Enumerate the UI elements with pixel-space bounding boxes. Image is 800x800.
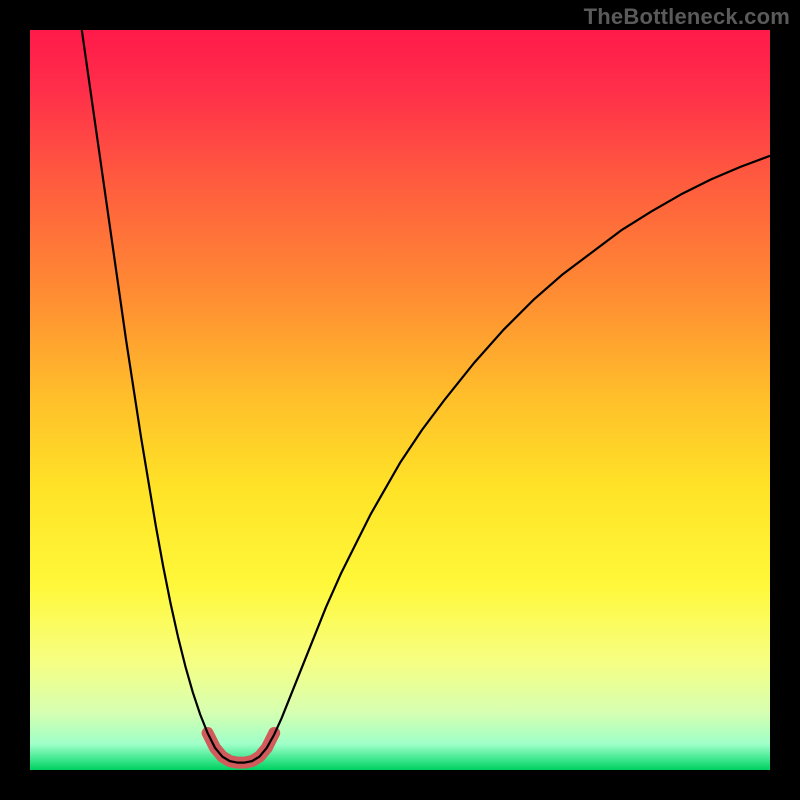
chart-frame: TheBottleneck.com (0, 0, 800, 800)
watermark-text: TheBottleneck.com (584, 4, 790, 30)
plot-svg (30, 30, 770, 770)
gradient-background (30, 30, 770, 770)
plot-area (30, 30, 770, 770)
